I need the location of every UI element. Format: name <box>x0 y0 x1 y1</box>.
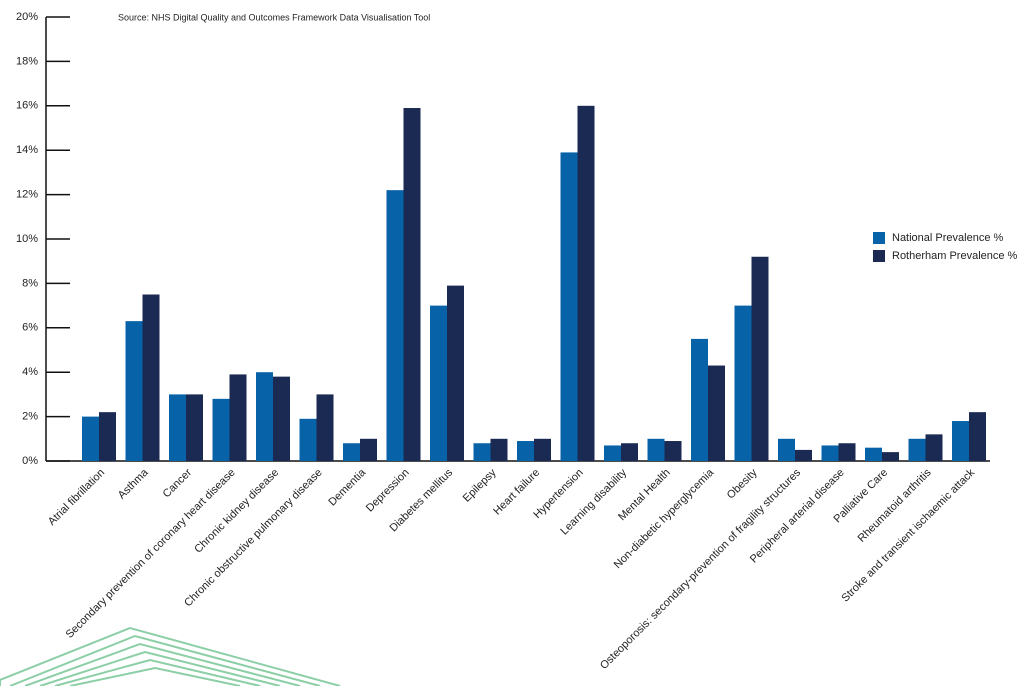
bar <box>621 443 638 461</box>
source-note: Source: NHS Digital Quality and Outcomes… <box>118 12 430 22</box>
bar <box>82 416 99 461</box>
legend-swatch <box>873 250 885 262</box>
bar <box>299 418 317 461</box>
bar <box>708 365 725 461</box>
bar <box>534 438 551 461</box>
bar <box>142 294 160 461</box>
x-tick-label: Osteoporosis: secondary-prevention of fr… <box>598 466 804 672</box>
bar <box>577 105 595 462</box>
bar <box>273 376 290 461</box>
bar <box>604 445 621 461</box>
x-tick-label: Obesity <box>725 466 760 501</box>
decoration <box>0 626 341 686</box>
x-tick-label: Depression <box>364 467 412 515</box>
legend-label: National Prevalence % <box>892 232 1004 244</box>
bar <box>403 108 421 462</box>
x-tick-label: Atrial fibrillation <box>46 467 107 528</box>
bar <box>343 443 360 461</box>
bar <box>838 443 856 461</box>
bar <box>952 421 969 461</box>
bar <box>517 441 534 461</box>
y-tick-label: 10% <box>16 233 38 245</box>
legend-swatch <box>873 232 885 244</box>
bar <box>560 152 578 462</box>
bar <box>316 394 334 461</box>
x-tick-label: Secondary prevention of coronary heart d… <box>64 467 238 641</box>
bar <box>212 398 230 461</box>
bar <box>908 438 926 461</box>
bar <box>734 305 752 461</box>
bar <box>125 321 143 461</box>
x-tick-label: Cancer <box>161 466 195 500</box>
bar <box>99 412 116 461</box>
y-tick-label: 6% <box>22 322 38 334</box>
bar <box>865 447 882 461</box>
bar <box>256 372 273 461</box>
y-tick-label: 0% <box>22 455 38 467</box>
y-tick-label: 4% <box>22 366 38 378</box>
x-tick-label: Epilepsy <box>461 466 499 504</box>
y-tick-label: 8% <box>22 277 38 289</box>
bar <box>473 443 491 461</box>
bar <box>360 438 377 461</box>
y-tick-label: 12% <box>16 189 38 201</box>
bar <box>664 441 682 461</box>
bar <box>821 445 839 461</box>
x-tick-label: Rheumatoid arthritis <box>856 466 934 544</box>
x-tick-label: Dementia <box>326 466 368 508</box>
bar <box>691 338 708 461</box>
bar <box>751 256 769 461</box>
y-tick-label: 16% <box>16 100 38 112</box>
legend-label: Rotherham Prevalence % <box>892 250 1018 262</box>
bar <box>430 305 447 461</box>
y-tick-label: 18% <box>16 55 38 67</box>
y-tick-label: 20% <box>16 11 38 23</box>
bar <box>490 438 508 461</box>
y-tick-label: 14% <box>16 144 38 156</box>
bar <box>969 412 986 461</box>
bar <box>186 394 203 461</box>
bar <box>925 434 943 461</box>
bar <box>882 452 899 461</box>
bar <box>229 374 247 461</box>
x-tick-label: Asthma <box>116 466 151 501</box>
bar <box>778 438 795 461</box>
bar <box>169 394 186 461</box>
y-tick-label: 2% <box>22 411 38 423</box>
bar <box>795 449 812 461</box>
bar <box>647 438 665 461</box>
x-tick-label: Chronic kidney disease <box>192 467 281 556</box>
bar <box>386 190 404 461</box>
bar <box>447 285 464 461</box>
